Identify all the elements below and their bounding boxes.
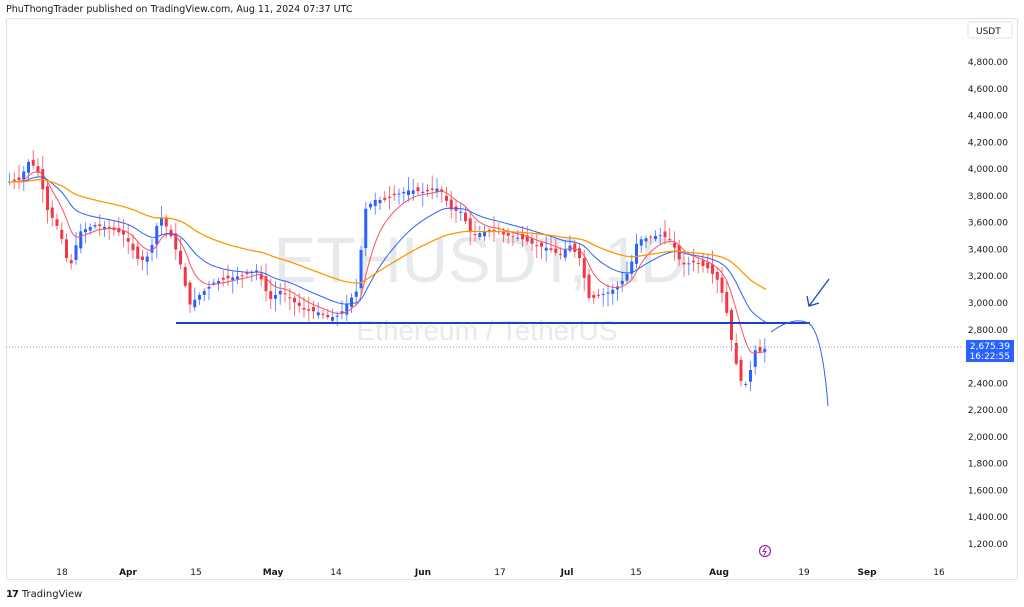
price-tick: 4,200.00 [968, 138, 1008, 148]
ema-mid-line[interactable] [8, 176, 767, 323]
price-tick: 3,800.00 [968, 192, 1008, 202]
price-tick: 1,200.00 [968, 540, 1008, 550]
tradingview-logo-icon: 17 [6, 589, 19, 600]
tradingview-brand[interactable]: TradingView [21, 589, 83, 600]
price-tick: 4,800.00 [968, 58, 1008, 68]
time-tick: 15 [630, 568, 641, 578]
time-tick: 19 [798, 568, 810, 578]
footer: 17 TradingView [6, 589, 82, 600]
price-tick: 2,000.00 [968, 433, 1008, 443]
time-tick: 15 [190, 568, 201, 578]
time-tick: May [263, 568, 284, 578]
price-tick: 4,400.00 [968, 112, 1008, 122]
time-tick: Aug [709, 568, 729, 578]
price-tick: 4,600.00 [968, 85, 1008, 95]
time-tick: 17 [494, 568, 505, 578]
projection-curve[interactable] [770, 320, 829, 407]
price-tick: 3,400.00 [968, 245, 1008, 255]
chart-frame [6, 18, 1018, 580]
time-tick: Sep [857, 568, 877, 578]
ema-fast-line[interactable] [8, 171, 767, 354]
price-tick: 2,800.00 [968, 326, 1008, 336]
time-tick: Jun [414, 568, 431, 578]
time-tick: 18 [56, 568, 68, 578]
price-axis[interactable]: 4,800.00 4,600.00 4,400.00 4,200.00 4,000.00… [968, 58, 1008, 550]
price-tag [966, 340, 1014, 362]
time-tick: 14 [330, 568, 342, 578]
time-tick: 16 [933, 568, 945, 578]
price-tick: 3,000.00 [968, 299, 1008, 309]
price-tick: 3,200.00 [968, 272, 1008, 282]
currency-label: USDT [976, 27, 1001, 37]
currency-badge[interactable] [967, 21, 1013, 39]
price-tag-countdown: 16:22:55 [970, 352, 1010, 362]
price-tick: 1,600.00 [968, 486, 1008, 496]
time-tick: Jul [560, 568, 574, 578]
ema-slow-line[interactable] [8, 179, 767, 290]
price-tick: 1,400.00 [968, 513, 1008, 523]
price-tick: 2,200.00 [968, 406, 1008, 416]
price-tick: 3,600.00 [968, 219, 1008, 229]
price-tick: 2,400.00 [968, 379, 1008, 389]
candles [8, 149, 767, 392]
ema-lines [8, 171, 767, 354]
time-axis[interactable]: 18 Apr 15 May 14 Jun 17 Jul 15 Aug 19 Sep 16 [56, 568, 945, 578]
price-tick: 4,000.00 [968, 165, 1008, 175]
price-tag-price: 2,675.39 [970, 342, 1010, 352]
arrow-annotation[interactable] [806, 278, 830, 307]
publish-info: PhuThongTrader published on TradingView.… [6, 4, 353, 15]
price-tick: 1,800.00 [968, 460, 1008, 470]
watermark-description: Ethereum / TetherUS [357, 315, 618, 346]
time-tick: Apr [119, 568, 137, 578]
flash-icon[interactable] [758, 544, 772, 558]
